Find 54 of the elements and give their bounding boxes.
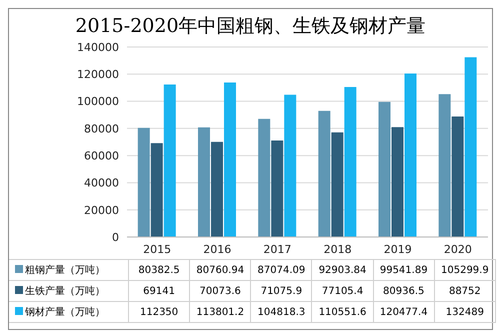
- data-label: 92903.84: [312, 260, 374, 280]
- bar: [464, 57, 477, 237]
- x-tick-label: 2020: [444, 242, 472, 256]
- y-tick-label: 120000: [77, 68, 119, 82]
- bar: [224, 82, 236, 237]
- data-label: 80936.5: [373, 280, 434, 302]
- legend-label: 生铁产量（万吨）: [9, 280, 128, 302]
- data-label: 69141: [128, 280, 190, 302]
- y-tick-label: 80000: [84, 122, 119, 136]
- bar: [210, 142, 223, 237]
- data-label: 87074.09: [250, 260, 312, 280]
- data-label: 99541.89: [373, 260, 434, 280]
- bar: [284, 94, 296, 237]
- data-label: 120477.4: [373, 302, 434, 322]
- x-tick-label: 2019: [384, 242, 412, 256]
- bar: [378, 102, 390, 237]
- data-label: 112350: [128, 302, 190, 322]
- bar: [452, 116, 464, 237]
- bar: [164, 84, 176, 237]
- chart-title: 2015-2020年中国粗钢、生铁及钢材产量: [74, 14, 427, 39]
- x-tick-label: 2018: [324, 242, 352, 256]
- bar: [150, 143, 163, 237]
- bar: [331, 132, 344, 237]
- x-tick-label: 2016: [203, 242, 232, 256]
- data-label: 77105.4: [312, 280, 374, 302]
- y-tick-label: 100000: [77, 95, 119, 108]
- bar: [198, 127, 210, 237]
- bar: [258, 118, 270, 237]
- y-tick-label: 140000: [77, 40, 119, 54]
- y-tick-label: 60000: [84, 149, 119, 162]
- bar: [271, 140, 284, 237]
- y-tick-label: 0: [112, 230, 119, 244]
- data-label: 105299.9: [434, 260, 496, 280]
- data-label: 132489: [434, 302, 496, 322]
- data-label: 80382.5: [128, 260, 190, 280]
- data-label: 80760.94: [190, 260, 251, 280]
- data-label: 113801.2: [190, 302, 251, 322]
- data-label: 70073.6: [190, 280, 251, 302]
- data-label: 88752: [434, 280, 496, 302]
- bar: [404, 73, 416, 237]
- bar: [138, 128, 150, 237]
- data-label: 110551.6: [312, 302, 374, 322]
- bar: [318, 110, 330, 237]
- legend-label: 粗钢产量（万吨）: [9, 260, 128, 280]
- x-tick-label: 2017: [263, 242, 292, 256]
- bar: [391, 127, 404, 237]
- y-tick-label: 20000: [84, 204, 119, 217]
- data-label: 71075.9: [250, 280, 312, 302]
- y-tick-label: 40000: [84, 176, 119, 190]
- legend-label: 钢材产量（万吨）: [9, 302, 128, 322]
- bar: [344, 86, 356, 237]
- bar: [438, 94, 451, 237]
- x-tick-label: 2015: [143, 242, 172, 256]
- data-label: 104818.3: [250, 302, 312, 322]
